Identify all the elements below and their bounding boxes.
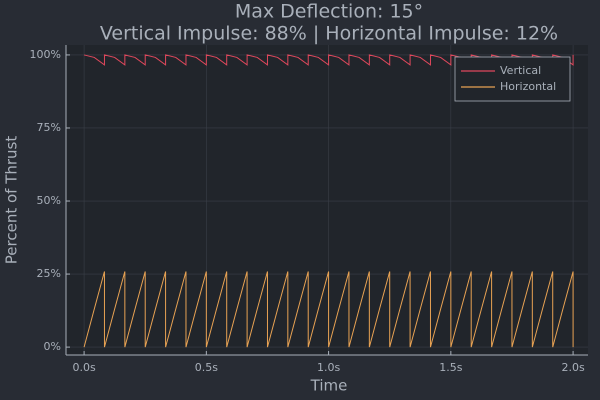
series-line [83,271,574,348]
y-tick-label: 100% [30,48,61,61]
legend-box [454,56,571,102]
y-axis-label: Percent of Thrust [3,136,21,265]
legend-label: Vertical [500,64,541,77]
y-tick-label: 75% [37,121,61,134]
x-tick-label: 2.0s [561,361,584,374]
series-line [83,54,574,66]
y-tick-label: 0% [44,340,61,353]
x-tick-label: 0.0s [72,361,95,374]
legend-label: Horizontal [500,80,556,93]
x-tick-label: 1.5s [439,361,462,374]
x-tick-label: 1.0s [317,361,340,374]
y-tick-label: 50% [37,194,61,207]
x-tick-label: 0.5s [195,361,218,374]
chart-title: Max Deflection: 15° [235,1,423,23]
y-tick-label: 25% [37,267,61,280]
chart-subtitle: Vertical Impulse: 88% | Horizontal Impul… [100,23,558,45]
x-axis-label: Time [310,377,348,395]
